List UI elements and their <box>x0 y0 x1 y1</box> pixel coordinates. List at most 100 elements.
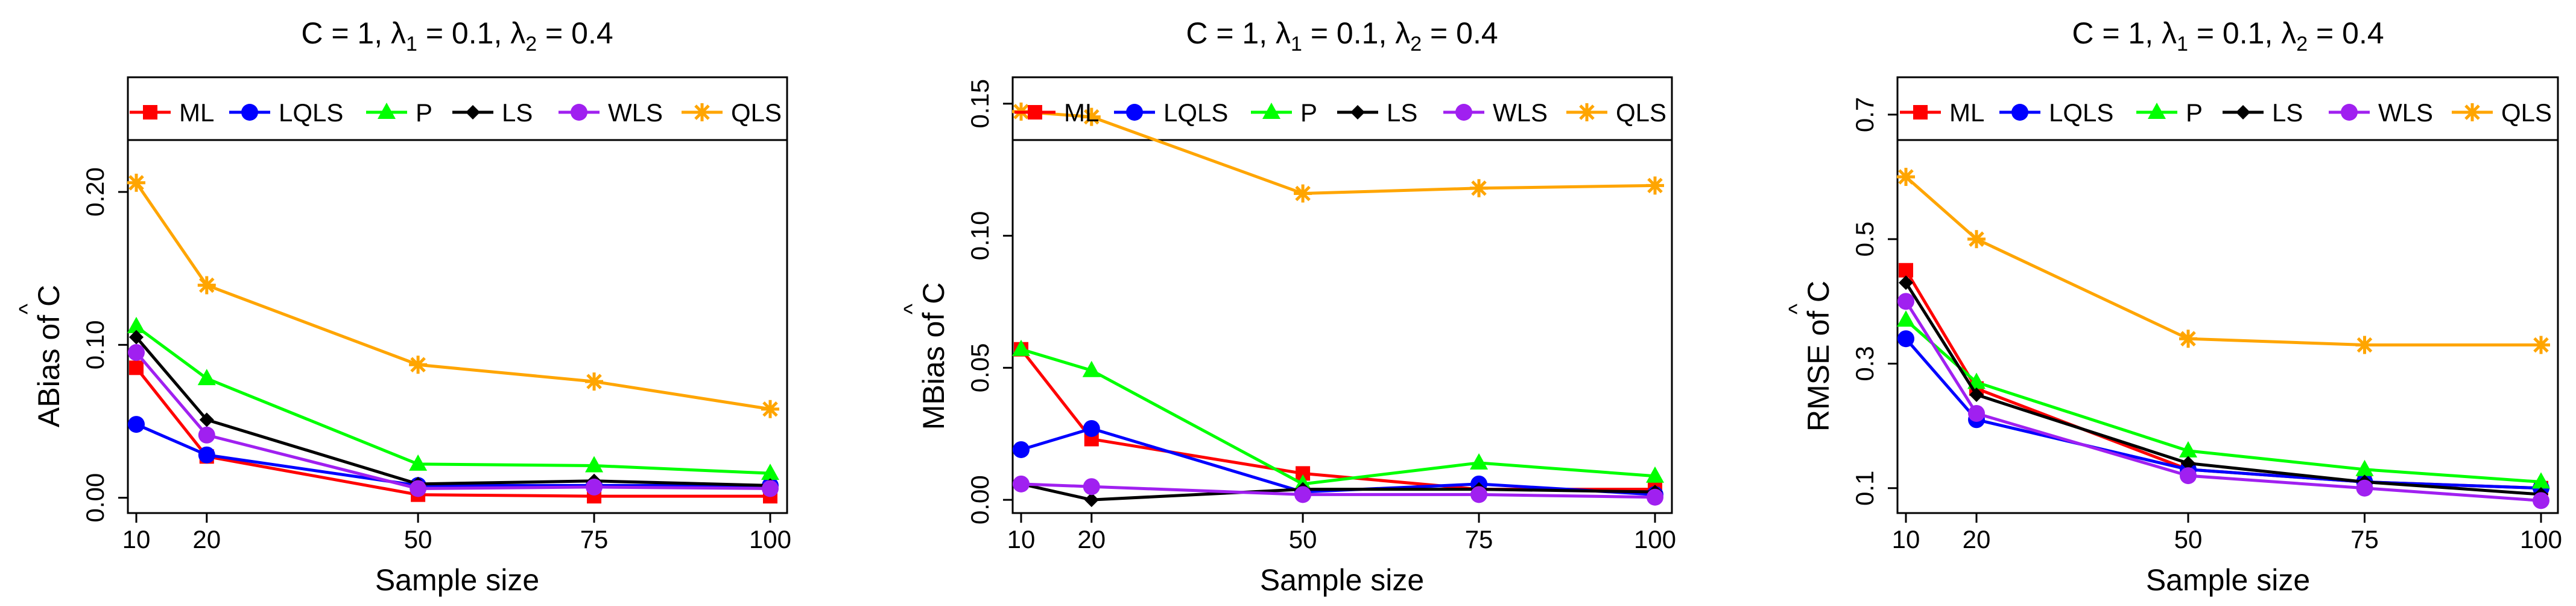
data-point-wls <box>762 480 779 497</box>
legend-label: QLS <box>1616 98 1666 127</box>
legend-marker <box>2236 105 2250 120</box>
data-point-ls <box>1899 275 1913 290</box>
series-wls <box>128 344 779 497</box>
legend-label: LS <box>1387 98 1417 127</box>
data-point-lqls <box>1013 441 1030 458</box>
x-tick-label: 20 <box>1963 525 1991 553</box>
legend-marker <box>1350 105 1365 120</box>
data-point-wls <box>410 480 427 497</box>
data-point-wls <box>1083 478 1100 496</box>
data-point-qls <box>1646 176 1664 195</box>
legend-item-lqls: LQLS <box>229 98 343 127</box>
legend-item-ml: ML <box>1900 98 1984 127</box>
data-point-p <box>1897 310 1915 327</box>
legend-label: P <box>416 98 432 127</box>
axes-0: 10 20 50 75 100 0.00 0.10 0.20 <box>81 76 791 553</box>
data-point-wls <box>1013 475 1030 493</box>
y-axis-label-hat: ^ <box>1785 304 1810 314</box>
x-tick-label: 100 <box>2520 525 2562 553</box>
data-point-ls <box>129 330 144 345</box>
chart-title: C = 1, λ1 = 0.1, λ2 = 0.4 <box>301 16 613 56</box>
y-axis-label-hat: ^ <box>900 304 925 314</box>
data-point-ml <box>129 360 144 375</box>
legend-1: ML LQLS P LS WLS QLS <box>1014 98 1666 127</box>
legend-item-qls: QLS <box>2452 98 2552 127</box>
legend-item-ls: LS <box>2223 98 2303 127</box>
data-point-wls <box>2356 479 2373 497</box>
legend-item-lqls: LQLS <box>1114 98 1228 127</box>
plot-frame <box>1011 76 1673 514</box>
series-qls <box>1012 102 1664 203</box>
data-point-wls <box>1968 404 1985 422</box>
y-tick-label: 0.00 <box>81 473 109 523</box>
x-tick-label: 75 <box>2350 525 2379 553</box>
x-tick-label: 10 <box>1007 525 1036 553</box>
legend-item-qls: QLS <box>682 98 782 127</box>
data-point-p <box>1082 360 1101 377</box>
data-point-qls <box>761 400 779 418</box>
x-axis-label: Sample size <box>2146 563 2310 597</box>
legend-marker <box>693 103 711 121</box>
data-point-qls <box>1470 179 1489 197</box>
y-axis-label: ABias of C <box>32 285 66 427</box>
y-axis-label-hat: ^ <box>15 304 40 314</box>
chart-panel-rmse: C = 1, λ1 = 0.1, λ2 = 0.4 RMSE of C ^ Sa… <box>1785 16 2562 597</box>
series-qls <box>1897 168 2550 354</box>
y-tick-label: 0.3 <box>1850 346 1879 381</box>
legend-item-p: P <box>1251 98 1317 127</box>
data-point-wls <box>586 478 603 496</box>
legend-label: ML <box>179 98 214 127</box>
legend-marker <box>2341 104 2358 121</box>
data-point-p <box>127 316 145 333</box>
x-tick-label: 75 <box>580 525 609 553</box>
legend-label: ML <box>1949 98 1984 127</box>
data-point-p <box>197 369 216 386</box>
legend-marker <box>2011 104 2028 121</box>
data-point-lqls <box>1083 419 1100 437</box>
x-tick-label: 10 <box>1892 525 1920 553</box>
y-tick-label: 0.20 <box>81 167 109 217</box>
chart-title: C = 1, λ1 = 0.1, λ2 = 0.4 <box>2072 16 2384 56</box>
series-qls <box>127 173 779 418</box>
data-point-qls <box>2532 336 2550 354</box>
data-point-p <box>1646 466 1664 483</box>
legend-marker <box>1455 104 1472 121</box>
data-point-wls <box>1647 488 1663 506</box>
data-point-wls <box>2180 467 2197 485</box>
chart-title: C = 1, λ1 = 0.1, λ2 = 0.4 <box>1186 16 1498 56</box>
axes-2: 10 20 50 75 100 0.1 0.3 0.5 0.7 <box>1850 76 2562 553</box>
legend-marker <box>571 104 587 121</box>
plot-frame <box>127 76 788 514</box>
chart-panel-mbias: C = 1, λ1 = 0.1, λ2 = 0.4 MBias of C ^ S… <box>900 16 1676 597</box>
data-point-lqls <box>128 416 145 433</box>
axes-1: 10 20 50 75 100 0.00 0.05 0.10 0.15 <box>966 76 1676 553</box>
y-tick-label: 0.1 <box>1850 471 1879 506</box>
legend-label: LQLS <box>279 98 343 127</box>
legend-marker <box>2463 103 2481 121</box>
legend-marker <box>466 105 480 120</box>
data-point-ls <box>2181 456 2195 471</box>
data-point-qls <box>1897 168 1915 187</box>
legend-label: P <box>1300 98 1317 127</box>
x-tick-label: 20 <box>192 525 221 553</box>
data-point-wls <box>1470 486 1488 503</box>
data-point-p <box>409 454 428 471</box>
legend-label: P <box>2186 98 2203 127</box>
data-point-wls <box>128 344 145 361</box>
legend-2: ML LQLS P LS WLS QLS <box>1900 98 2552 127</box>
data-point-qls <box>1967 230 1986 249</box>
x-tick-label: 100 <box>1634 525 1676 553</box>
data-point-wls <box>2533 492 2549 509</box>
legend-label: LS <box>502 98 533 127</box>
y-axis-label: MBias of C <box>917 282 951 430</box>
x-tick-label: 10 <box>122 525 151 553</box>
legend-item-ml: ML <box>130 98 214 127</box>
data-point-qls <box>409 356 428 374</box>
series-wls <box>1897 293 2549 509</box>
data-point-qls <box>2179 330 2197 348</box>
legend-marker <box>241 104 258 121</box>
x-tick-label: 75 <box>1465 525 1493 553</box>
data-point-p <box>761 464 779 480</box>
series-p <box>127 316 779 480</box>
